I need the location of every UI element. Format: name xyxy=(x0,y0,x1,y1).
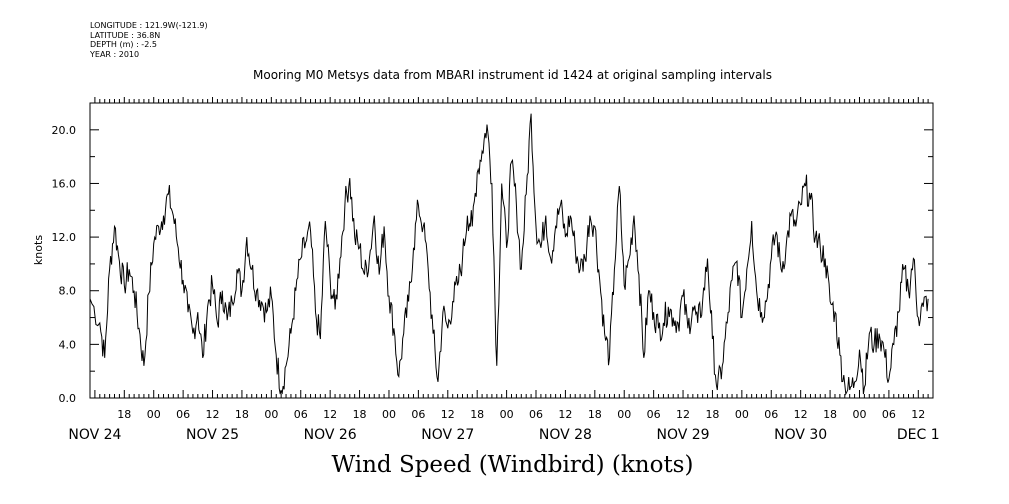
x-hour-label: 18 xyxy=(470,408,484,421)
x-hour-label: 18 xyxy=(353,408,367,421)
date-labels: NOV 24 NOV 25 NOV 26 NOV 27 NOV 28 NOV 29 NOV … xyxy=(68,427,939,443)
x-date-label: NOV 25 xyxy=(186,427,239,443)
x-date-label: DEC 1 xyxy=(897,427,940,443)
depth-text: DEPTH (m) : -2.5 xyxy=(90,40,157,49)
x-date-label: NOV 27 xyxy=(421,427,474,443)
series-group xyxy=(89,113,929,396)
x-date-label: NOV 30 xyxy=(774,427,827,443)
x-hour-label: 12 xyxy=(323,408,337,421)
x-hour-label: 00 xyxy=(735,408,749,421)
y-tick-label: 4.0 xyxy=(59,338,77,351)
x-hour-label: 18 xyxy=(588,408,602,421)
y-tick-label: 16.0 xyxy=(52,177,77,190)
x-hour-label: 06 xyxy=(647,408,661,421)
y-axis: 0.0 4.0 8.0 12.0 16.0 20.0 xyxy=(52,102,933,405)
x-date-label: NOV 29 xyxy=(656,427,709,443)
x-hour-label: 06 xyxy=(529,408,543,421)
x-date-label: NOV 28 xyxy=(539,427,592,443)
longitude-text: LONGITUDE : 121.9W(-121.9) xyxy=(90,21,208,30)
y-tick-label: 20.0 xyxy=(52,124,77,137)
y-tick-label: 0.0 xyxy=(59,392,77,405)
wind-speed-series-line xyxy=(89,113,929,396)
x-hour-label: 00 xyxy=(617,408,631,421)
x-hour-label: 06 xyxy=(411,408,425,421)
x-hour-label: 12 xyxy=(794,408,808,421)
x-hour-label: 18 xyxy=(117,408,131,421)
x-hour-label: 06 xyxy=(882,408,896,421)
x-hour-label: 00 xyxy=(382,408,396,421)
x-hour-label: 00 xyxy=(147,408,161,421)
x-hour-label: 18 xyxy=(235,408,249,421)
chart-title: Mooring M0 Metsys data from MBARI instru… xyxy=(253,68,772,82)
year-text: YEAR : 2010 xyxy=(90,49,140,59)
x-hour-label: 12 xyxy=(206,408,220,421)
x-hour-label: 00 xyxy=(264,408,278,421)
y-axis-label: knots xyxy=(32,235,45,265)
x-hour-label: 06 xyxy=(176,408,190,421)
y-tick-label: 12.0 xyxy=(52,231,77,244)
x-axis: 18 00 06 12 18 00 06 12 18 00 06 12 18 00 06 12 18 00 06 12… xyxy=(94,97,929,421)
x-hour-label: 00 xyxy=(852,408,866,421)
x-hour-label: 12 xyxy=(676,408,690,421)
y-tick-label: 8.0 xyxy=(59,285,77,298)
plot-frame xyxy=(89,102,934,399)
x-hour-label: 00 xyxy=(500,408,514,421)
x-date-label: NOV 26 xyxy=(304,427,357,443)
x-hour-label: 18 xyxy=(823,408,837,421)
x-hour-label: 06 xyxy=(764,408,778,421)
x-date-label: NOV 24 xyxy=(68,427,121,443)
station-metadata: LONGITUDE : 121.9W(-121.9) LATITUDE : 36… xyxy=(90,21,208,59)
x-hour-label: 12 xyxy=(911,408,925,421)
latitude-text: LATITUDE : 36.8N xyxy=(90,30,161,40)
x-hour-label: 18 xyxy=(705,408,719,421)
x-hour-label: 12 xyxy=(558,408,572,421)
x-hour-label: 06 xyxy=(294,408,308,421)
x-axis-title: Wind Speed (Windbird) (knots) xyxy=(331,452,694,478)
x-hour-label: 12 xyxy=(441,408,455,421)
